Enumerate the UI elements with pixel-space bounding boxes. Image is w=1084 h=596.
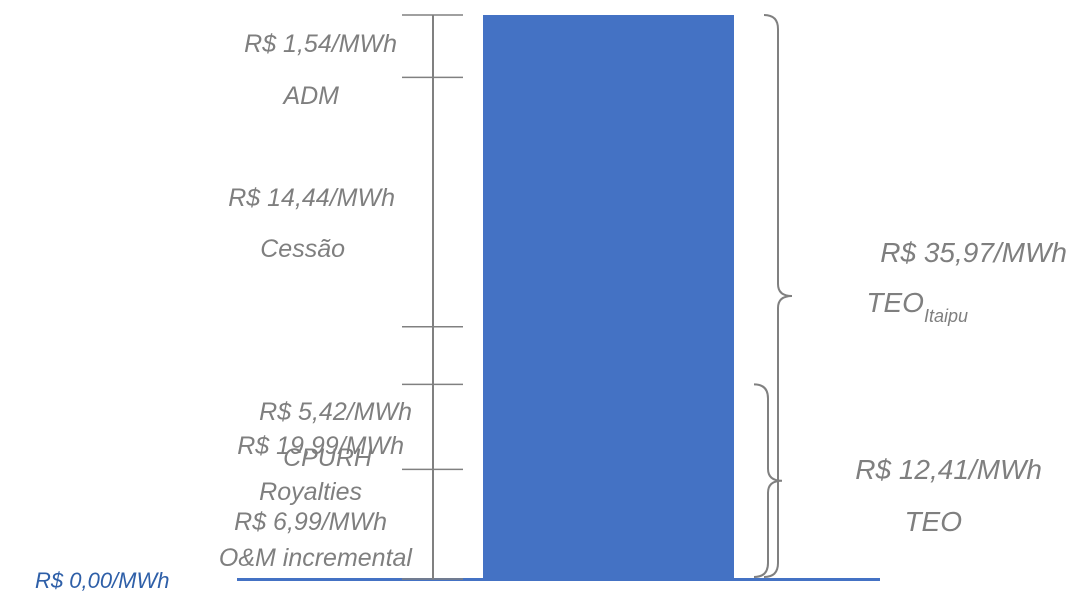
adm-name-label: ADM	[281, 82, 339, 110]
bar-teo-itaipu	[483, 15, 734, 579]
cpurh-value-label: R$ 5,42/MWh	[259, 398, 412, 426]
teo-itaipu-name-main: TEO	[866, 287, 924, 318]
teo-name-label: TEO	[904, 506, 962, 537]
teo-value-label: R$ 12,41/MWh	[855, 454, 1042, 485]
adm-value-label: R$ 1,54/MWh	[244, 30, 397, 58]
cessao-value-label: R$ 14,44/MWh	[228, 184, 395, 212]
om-value-label: R$ 6,99/MWh	[234, 508, 387, 536]
teo-itaipu-name-sub: Itaipu	[924, 306, 968, 326]
royalties-name-label: Royalties	[259, 478, 362, 506]
cpurh-name-label: CPURH	[283, 444, 373, 472]
om-name-label: O&M incremental	[219, 544, 414, 572]
teo-itaipu-name-label: TEOItaipu	[866, 287, 968, 326]
baseline-value-label: R$ 0,00/MWh	[35, 568, 170, 593]
cessao-name-label: Cessão	[260, 235, 345, 263]
teo-itaipu-value-label: R$ 35,97/MWh	[880, 237, 1067, 268]
